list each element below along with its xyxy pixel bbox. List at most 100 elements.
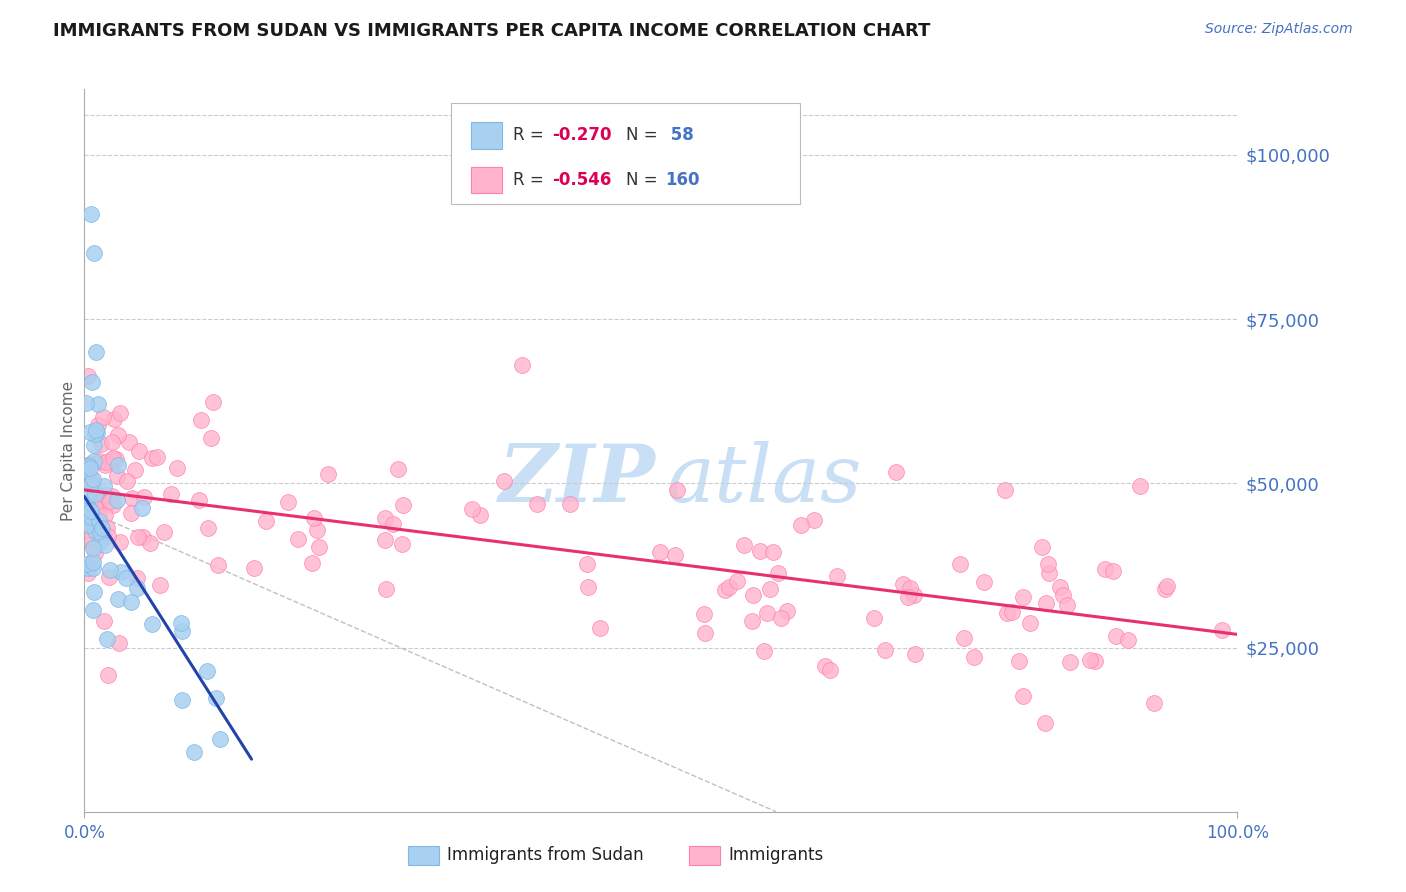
Point [82, 541, 104, 555]
Point [814, 658, 837, 673]
Point [82, 602, 104, 616]
Point [374, 582, 396, 597]
Point [103, 412, 125, 426]
Point [103, 499, 125, 513]
Point [100, 452, 122, 467]
Point [949, 557, 972, 571]
Point [93, 479, 115, 493]
Point [89, 524, 111, 539]
Point [190, 413, 212, 427]
Point [952, 631, 974, 645]
Point [160, 487, 183, 501]
Point [1059, 655, 1081, 669]
Point [120, 506, 142, 520]
Point [76, 561, 98, 575]
Point [80, 375, 103, 389]
Point [134, 490, 156, 504]
Text: R =: R = [513, 126, 550, 145]
Point [205, 691, 228, 706]
Point [77, 501, 100, 516]
Point [254, 514, 277, 528]
Point [77, 524, 100, 539]
Point [468, 508, 491, 522]
Point [82, 472, 104, 486]
Point [75, 463, 97, 477]
Point [77, 518, 100, 533]
Point [188, 493, 211, 508]
Point [90, 498, 112, 512]
Point [89, 535, 111, 549]
Point [105, 493, 128, 508]
Point [391, 537, 413, 551]
Point [145, 450, 167, 465]
Point [89, 454, 111, 468]
Point [80, 471, 103, 485]
Point [141, 451, 163, 466]
Point [461, 502, 484, 516]
Point [197, 521, 219, 535]
Point [105, 469, 128, 483]
Point [83, 438, 105, 452]
Point [79, 461, 101, 475]
Point [1156, 579, 1178, 593]
Point [107, 428, 129, 442]
Point [87, 397, 110, 411]
Point [648, 545, 671, 559]
Point [725, 574, 748, 589]
Text: -0.546: -0.546 [553, 171, 612, 189]
Point [79, 457, 101, 471]
Point [374, 511, 396, 525]
Point [76, 531, 98, 545]
Point [302, 511, 325, 525]
Point [100, 489, 122, 503]
Text: N =: N = [626, 171, 662, 189]
Point [97, 529, 120, 543]
Point [994, 483, 1017, 498]
Point [77, 489, 100, 503]
Point [374, 533, 396, 548]
Point [98, 570, 121, 584]
Point [207, 558, 229, 573]
Point [665, 483, 688, 498]
Point [79, 497, 101, 511]
Point [87, 507, 110, 521]
Point [166, 461, 188, 475]
Point [741, 614, 763, 628]
Point [98, 563, 121, 577]
Point [101, 450, 124, 465]
Point [115, 571, 138, 585]
Point [884, 465, 907, 479]
Point [172, 624, 194, 639]
Point [759, 582, 782, 596]
Point [91, 520, 114, 534]
Point [83, 482, 105, 496]
Point [80, 504, 103, 518]
Point [1012, 689, 1035, 703]
Point [277, 495, 299, 509]
Point [75, 396, 97, 410]
Point [127, 581, 149, 595]
Point [1052, 588, 1074, 602]
Point [76, 500, 98, 514]
Point [1078, 653, 1101, 667]
Point [1018, 615, 1040, 630]
Point [776, 604, 799, 618]
Point [101, 434, 124, 449]
Point [973, 575, 995, 590]
Point [301, 556, 323, 570]
Point [209, 732, 232, 747]
Point [96, 632, 118, 646]
Text: Immigrants from Sudan: Immigrants from Sudan [447, 847, 644, 864]
Point [77, 459, 100, 474]
Text: N =: N = [626, 126, 662, 145]
Text: Source: ZipAtlas.com: Source: ZipAtlas.com [1205, 22, 1353, 37]
Point [903, 647, 925, 661]
Point [108, 635, 131, 649]
Point [768, 566, 790, 580]
Point [242, 561, 264, 575]
Point [97, 668, 120, 682]
Point [1035, 715, 1057, 730]
Point [1038, 566, 1060, 580]
Point [891, 576, 914, 591]
Point [90, 494, 112, 508]
